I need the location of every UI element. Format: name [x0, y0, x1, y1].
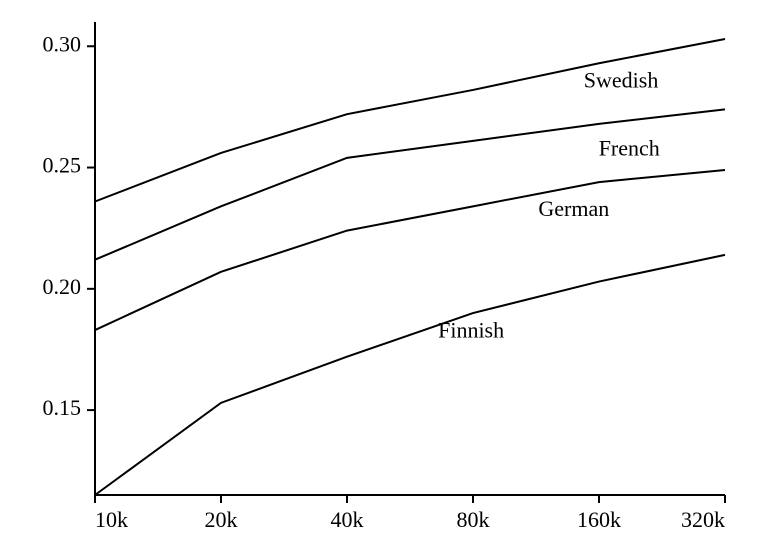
x-tick-label: 320k — [681, 507, 725, 532]
series-line-french — [95, 109, 725, 259]
line-chart: 0.15 0.20 0.25 0.30 10k 20k 40k 80k 160k 320k Swed… — [0, 0, 769, 547]
y-tick-label: 0.30 — [43, 31, 82, 56]
series-label-german: German — [538, 196, 609, 221]
y-tick-label: 0.25 — [43, 153, 82, 178]
axis-lines — [95, 22, 725, 495]
series-line-german — [95, 170, 725, 330]
series-label-finnish: Finnish — [438, 318, 504, 343]
x-tick-label: 160k — [577, 507, 621, 532]
series-label-swedish: Swedish — [584, 68, 659, 93]
x-tick-label: 80k — [457, 507, 490, 532]
series-line-finnish — [95, 255, 725, 495]
x-tick-label: 10k — [95, 507, 128, 532]
x-tick-label: 40k — [331, 507, 364, 532]
y-tick-label: 0.15 — [43, 395, 82, 420]
series-label-french: French — [599, 136, 660, 161]
y-tick-label: 0.20 — [43, 274, 82, 299]
x-tick-label: 20k — [205, 507, 238, 532]
